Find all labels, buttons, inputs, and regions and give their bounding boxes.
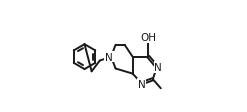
Text: N: N — [105, 52, 113, 62]
Text: N: N — [154, 62, 162, 72]
Text: OH: OH — [140, 33, 156, 43]
Text: N: N — [138, 79, 145, 89]
